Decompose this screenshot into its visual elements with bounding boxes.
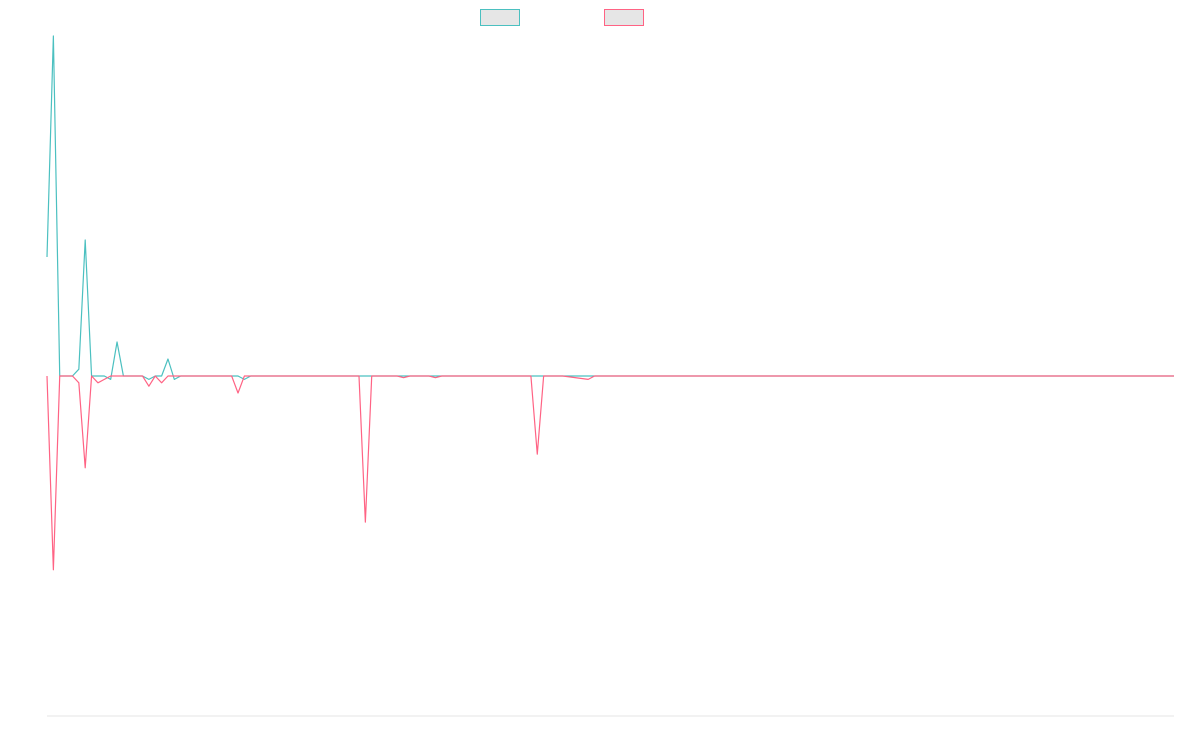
series-line-2 — [46, 375, 1174, 571]
legend-item-series-2[interactable] — [604, 9, 650, 26]
series-line-1 — [46, 35, 1174, 380]
chart-legend — [0, 9, 1200, 27]
legend-swatch-series-1 — [480, 9, 520, 26]
legend-swatch-series-2 — [604, 9, 644, 26]
legend-item-series-1[interactable] — [480, 9, 526, 26]
